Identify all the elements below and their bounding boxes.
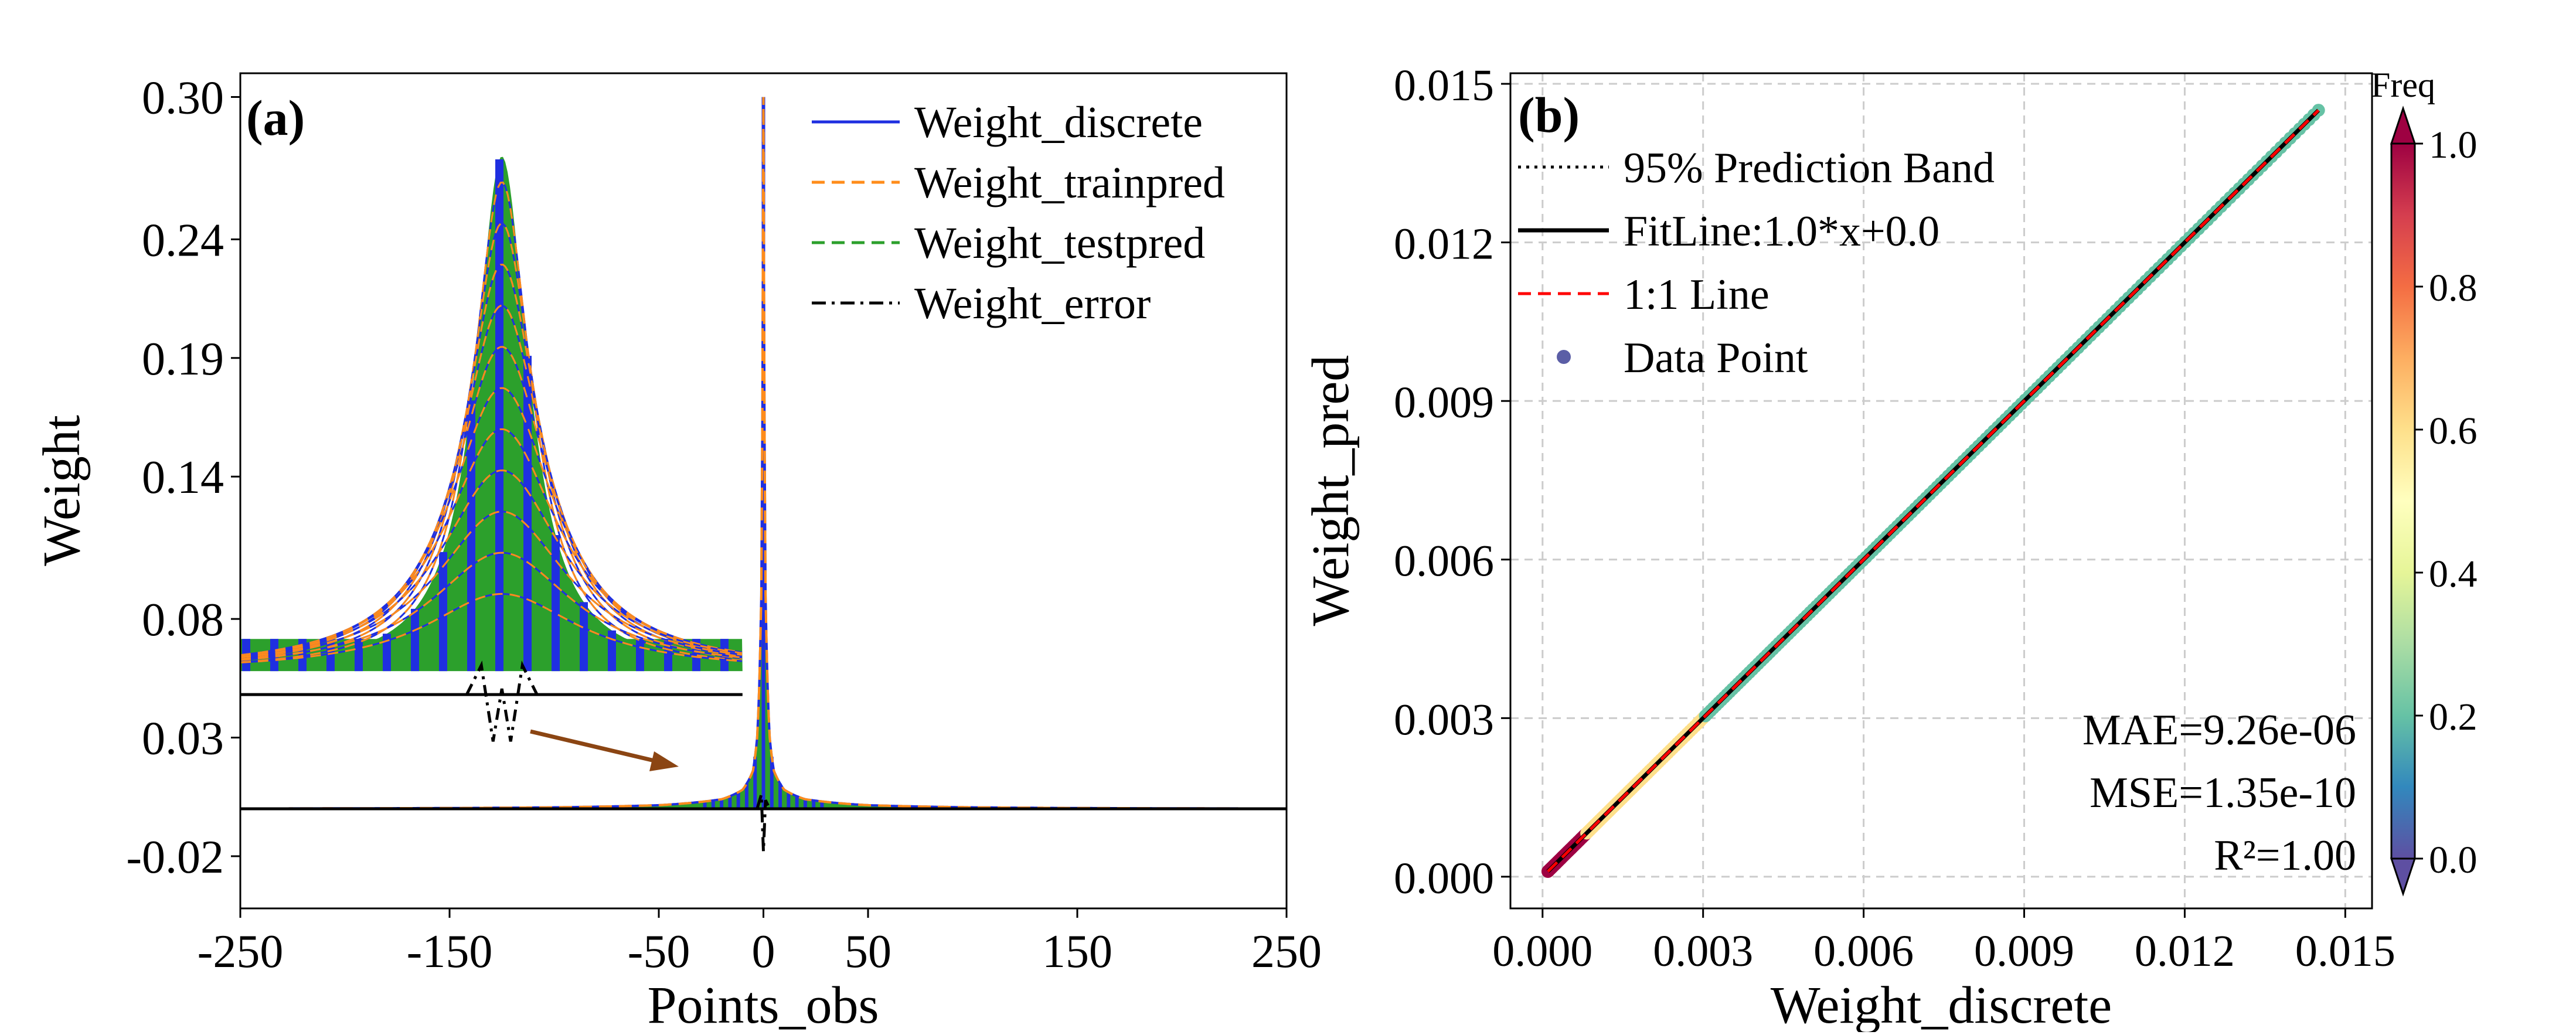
inset-curves: [240, 156, 743, 742]
y-tick-label: 0.03: [142, 713, 224, 765]
x-tick-label: 50: [845, 926, 891, 978]
x-tick-label: -50: [628, 926, 690, 978]
inset-trainpred-curve: [240, 222, 743, 661]
inset-trainpred-curve: [240, 181, 743, 663]
y-tick-label: -0.02: [126, 832, 224, 883]
stats-annotations: MAE=9.26e-06 MSE=1.35e-10 R²=1.00: [2082, 706, 2356, 880]
legend-swatch: [1557, 350, 1571, 364]
weight-error-spike: [756, 794, 771, 852]
panel-label: (a): [246, 90, 305, 146]
inset-trainpred-curve: [240, 593, 743, 663]
plot-frame: [1509, 72, 2373, 910]
legend-label: Weight_error: [914, 279, 1151, 328]
colorbar-tick-label: 0.2: [2429, 696, 2478, 738]
fit-lines: [1546, 108, 2320, 873]
x-tick-label: 0.006: [1813, 927, 1914, 976]
legend: Weight_discrete Weight_trainpred Weight_te…: [812, 98, 1225, 328]
inset-trainpred-curve: [240, 428, 743, 656]
inset-trainpred-curve: [240, 469, 743, 657]
panel-a: -0.02 0.03 0.08 0.14 0.19 0.24 0.30 -250 -150 -5…: [33, 72, 1322, 1034]
y-tick-label: 0.24: [142, 215, 224, 266]
inset-trainpred-curve: [240, 510, 743, 658]
y-ticks: 0.000 0.003 0.006 0.009 0.012 0.015: [1394, 61, 1510, 903]
inset-arrow-head: [649, 751, 679, 771]
colorbar-tick-label: 0.6: [2429, 410, 2478, 452]
y-tick-label: 0.000: [1394, 854, 1494, 903]
legend: 95% Prediction Band FitLine:1.0*x+0.0 1:1 …: [1518, 144, 1995, 382]
y-axis-label: Weight: [33, 415, 91, 566]
y-tick-label: 0.14: [142, 452, 224, 503]
stat-text: MAE=9.26e-06: [2082, 706, 2356, 754]
x-tick-label: 0: [752, 926, 775, 978]
panel-label: (b): [1518, 87, 1580, 143]
x-tick-label: -250: [198, 926, 284, 978]
x-axis-label: Points_obs: [647, 976, 879, 1032]
colorbar-tick-label: 0.8: [2429, 267, 2478, 309]
legend-label: FitLine:1.0*x+0.0: [1624, 207, 1939, 256]
inset-error-spike: [465, 661, 539, 742]
x-ticks: -250 -150 -50 0 50 150 250: [198, 908, 1322, 978]
y-tick-label: 0.009: [1394, 378, 1494, 427]
x-tick-label: 0.009: [1974, 927, 2074, 976]
colorbar-extend-min: [2390, 857, 2417, 897]
y-axis-label: Weight_pred: [1302, 355, 1360, 627]
x-tick-label: 250: [1251, 926, 1322, 978]
x-tick-label: -150: [407, 926, 493, 978]
colorbar: Freq 0.0 0.2 0.4 0.6 0.8 1.0: [2371, 66, 2478, 897]
colorbar-bar: [2390, 142, 2416, 860]
grid: [1510, 73, 2372, 908]
y-tick-label: 0.015: [1394, 61, 1494, 110]
x-tick-label: 0.003: [1653, 927, 1753, 976]
legend-label: Weight_testpred: [914, 219, 1205, 268]
legend-label: Weight_trainpred: [914, 158, 1225, 207]
colorbar-tick-label: 1.0: [2429, 124, 2478, 166]
colorbar-tick-label: 0.0: [2429, 839, 2478, 881]
inset-arrow-line: [530, 729, 660, 764]
x-ticks: 0.000 0.003 0.006 0.009 0.012 0.015: [1492, 908, 2395, 976]
colorbar-title: Freq: [2371, 66, 2435, 104]
y-tick-label: 0.08: [142, 594, 224, 646]
x-tick-label: 0.015: [2295, 927, 2395, 976]
legend-label: 95% Prediction Band: [1624, 144, 1995, 192]
y-tick-label: 0.19: [142, 333, 224, 385]
legend-label: 1:1 Line: [1624, 271, 1769, 319]
x-axis-label: Weight_discrete: [1771, 976, 2112, 1032]
legend-label: Data Point: [1624, 334, 1808, 382]
one-to-one-line: [1547, 109, 2320, 873]
inset-discrete-curve: [240, 551, 743, 661]
colorbar-extend-max: [2390, 105, 2417, 145]
y-tick-label: 0.30: [142, 72, 224, 124]
y-tick-label: 0.006: [1394, 537, 1494, 586]
x-tick-label: 150: [1042, 926, 1112, 978]
y-tick-label: 0.003: [1394, 695, 1494, 744]
colorbar-tick-label: 0.4: [2429, 553, 2478, 595]
weight-trainpred-line: [240, 97, 1287, 810]
y-tick-label: 0.012: [1394, 220, 1494, 269]
x-tick-label: 0.000: [1492, 927, 1592, 976]
stat-text: MSE=1.35e-10: [2090, 769, 2356, 817]
inset-fill: [240, 156, 743, 672]
x-tick-label: 0.012: [2135, 927, 2235, 976]
legend-label: Weight_discrete: [914, 98, 1203, 147]
y-ticks: -0.02 0.03 0.08 0.14 0.19 0.24 0.30: [126, 72, 240, 883]
main-curves: [240, 97, 1287, 852]
stat-text: R²=1.00: [2214, 832, 2356, 880]
